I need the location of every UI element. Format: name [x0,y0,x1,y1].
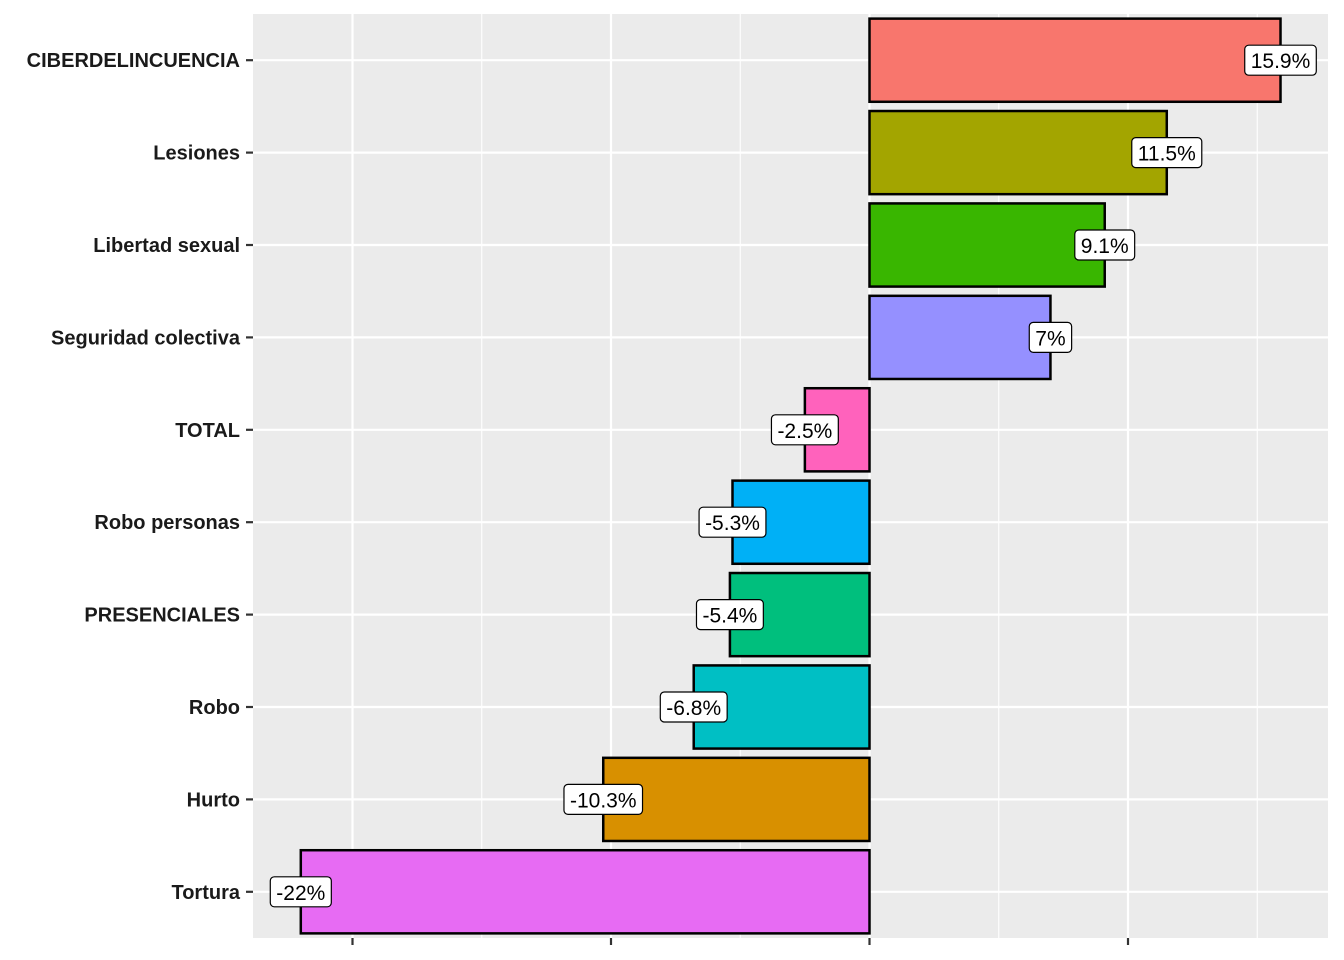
x-axis [351,938,1130,945]
data-label-text: -10.3% [570,789,637,812]
data-label-box [1131,137,1203,169]
data-label-box [659,691,728,723]
y-tick-label: PRESENCIALES [84,605,240,627]
data-label-text: 15.9% [1251,50,1311,73]
data-label: -5.3% [698,506,767,538]
y-tick-label: Hurto [187,789,240,811]
y-axis: CIBERDELINCUENCIA Lesiones Libertad sexual… [27,50,253,904]
bar [868,17,1282,104]
data-label-box [563,783,644,816]
bar [299,848,871,935]
data-label-text: 7% [1035,327,1065,350]
data-label-box [698,506,767,538]
bar [868,109,1169,196]
data-label-text: -2.5% [777,420,832,443]
y-tick-label: Robo [189,697,240,719]
data-label-box [695,598,764,631]
data-label-text: 9.1% [1081,235,1129,258]
y-tick-label: Seguridad colectiva [51,327,241,349]
data-label: -6.8% [659,691,728,723]
bar [601,756,871,843]
y-tick-label: Lesiones [153,143,240,165]
bar [868,202,1106,288]
y-tick-label: Libertad sexual [93,235,240,257]
data-label: 7% [1028,321,1073,353]
y-tick-label: TOTAL [175,420,240,442]
data-label: -10.3% [563,783,644,816]
data-label: 9.1% [1074,229,1136,261]
data-label-text: -5.4% [702,605,757,628]
data-label-box [1244,44,1317,76]
data-label: -2.5% [770,414,839,446]
data-label-box [1074,229,1136,261]
data-label-box [1028,321,1073,353]
data-label-box [770,414,839,446]
y-tick-label: Tortura [171,882,240,904]
y-tick-label: CIBERDELINCUENCIA [27,50,240,72]
data-labels: 15.9% 11.5% 9.1% 7% -2.5% -5.3% -5.4% -6.8% -10.… [269,44,1317,908]
data-label-text: 11.5% [1138,143,1196,166]
y-tick-label: Robo personas [94,512,240,534]
data-label-text: -22% [276,882,325,905]
data-label: -5.4% [695,598,764,631]
data-label-text: -5.3% [705,512,760,535]
data-label: 15.9% [1244,44,1317,76]
data-label: -22% [269,876,332,908]
data-label-text: -6.8% [666,697,721,720]
data-label-box [269,876,332,908]
data-label: 11.5% [1131,137,1203,169]
bar [868,294,1052,381]
